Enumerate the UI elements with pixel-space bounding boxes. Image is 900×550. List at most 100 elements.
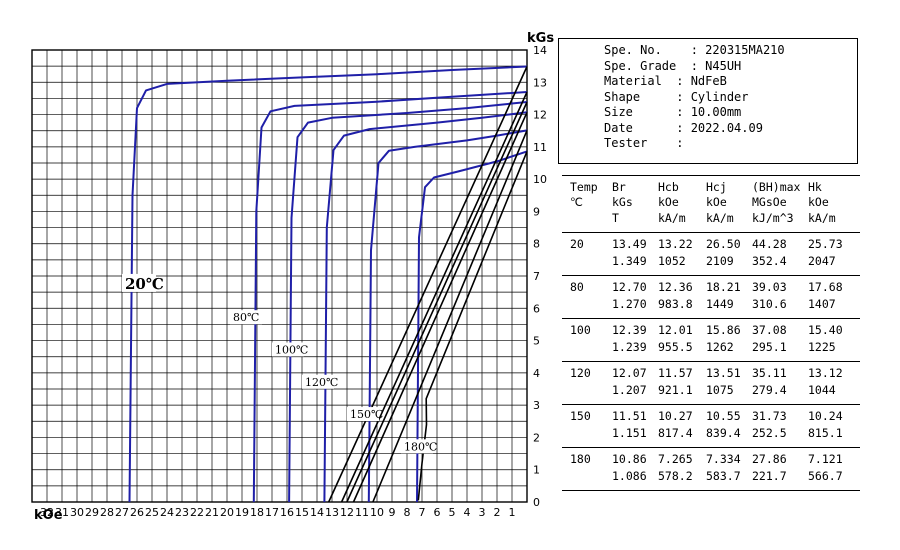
y-tick-label: 13 [533, 76, 547, 89]
temp-label: 150℃ [350, 408, 383, 421]
demagnetization-chart: 32 31 30 29 28 27 26 25 24 23 22 21 20 19 18 17 16 15 14 13… [31, 31, 554, 523]
cell-value: 15.40 [808, 323, 843, 337]
temp-label-bg [302, 374, 334, 389]
specimen-info-row: Tester : [604, 136, 684, 150]
cell-value-si: 1262 [706, 340, 734, 354]
x-tick-label: 16 [280, 506, 294, 519]
x-tick-label: 29 [85, 506, 99, 519]
column-unit: MGsOe [752, 195, 787, 209]
cell-value: 13.12 [808, 366, 843, 380]
y-tick-label: 11 [533, 141, 547, 154]
x-tick-label: 27 [115, 506, 129, 519]
row-temp: 180 [570, 452, 591, 466]
x-tick-label: 21 [205, 506, 219, 519]
x-tick-label: 14 [310, 506, 324, 519]
x-tick-label: 25 [145, 506, 159, 519]
specimen-info-box: Spe. No. : 220315MA210 Spe. Grade : N45UH… [558, 38, 858, 164]
cell-value-si: 1.349 [612, 254, 647, 268]
jh-curve [128, 65, 528, 503]
cell-value: 35.11 [752, 366, 787, 380]
cell-value-si: 839.4 [706, 426, 741, 440]
cell-value: 12.07 [612, 366, 647, 380]
bh-curve [372, 130, 528, 503]
specimen-info-row: Shape : Cylinder [604, 89, 749, 104]
column-header: Hk [808, 180, 822, 194]
cell-value: 7.121 [808, 452, 843, 466]
column-header: Hcb [658, 180, 679, 194]
cell-value: 7.334 [706, 452, 741, 466]
cell-value-si: 1449 [706, 297, 734, 311]
cell-value: 15.86 [706, 323, 741, 337]
cell-value-si: 578.2 [658, 469, 693, 483]
x-tick-label: 4 [464, 506, 471, 519]
y-tick-label: 2 [533, 431, 540, 444]
temp-label-bg [230, 310, 262, 325]
cell-value-si: 566.7 [808, 469, 843, 483]
y-tick-label: 4 [533, 367, 540, 380]
x-tick-label: 10 [370, 506, 384, 519]
x-tick-label: 9 [389, 506, 396, 519]
cell-value: 10.27 [658, 409, 693, 423]
temp-label: 80℃ [233, 311, 259, 324]
cell-value-si: 252.5 [752, 426, 787, 440]
temp-label-bg [401, 439, 433, 454]
table-rule [562, 361, 860, 362]
cell-value-si: 310.6 [752, 297, 787, 311]
plot-frame [31, 49, 528, 503]
cell-value: 10.24 [808, 409, 843, 423]
bh-curve [352, 111, 528, 503]
cell-value-si: 2047 [808, 254, 836, 268]
column-header: (BH)max [752, 180, 801, 194]
cell-value-si: 1.239 [612, 340, 647, 354]
y-tick-label: 1 [533, 464, 540, 477]
y-tick-label: 12 [533, 109, 547, 122]
table-rule [562, 275, 860, 276]
cell-value: 12.01 [658, 323, 693, 337]
table-rule [562, 404, 860, 405]
specimen-info-row: Size : 10.00mm [604, 105, 742, 119]
cell-value-si: 279.4 [752, 383, 787, 397]
jh-curve [323, 111, 528, 503]
x-tick-label: 15 [295, 506, 309, 519]
x-tick-label: 24 [160, 506, 174, 519]
column-unit-si: kA/m [706, 211, 734, 225]
y-tick-label: 7 [533, 270, 540, 283]
jh-curve [367, 129, 528, 503]
x-tick-label: 28 [100, 506, 114, 519]
y-tick-label: 3 [533, 399, 540, 412]
cell-value: 11.57 [658, 366, 693, 380]
jh-curve [252, 91, 528, 503]
row-temp: 80 [570, 280, 584, 294]
column-unit: kGs [612, 195, 633, 209]
table-rule [562, 447, 860, 448]
x-tick-label: 20 [220, 506, 234, 519]
cell-value: 18.21 [706, 280, 741, 294]
specimen-info-row: Spe. Grade : N45UH [604, 58, 742, 73]
cell-value-si: 1044 [808, 383, 836, 397]
row-temp: 150 [570, 409, 591, 423]
x-tick-label: 2 [494, 506, 501, 519]
cell-value: 13.49 [612, 237, 647, 251]
temp-label-bg [347, 407, 379, 422]
y-tick-label: 10 [533, 173, 547, 186]
bh-curve [417, 151, 528, 501]
cell-value-si: 921.1 [658, 383, 693, 397]
temp-label: 120℃ [305, 376, 338, 389]
cell-value-si: 1.086 [612, 469, 647, 483]
specimen-info-row: Material : NdFeB [604, 74, 727, 88]
column-header: Hcj [706, 180, 727, 194]
cell-value: 10.55 [706, 409, 741, 423]
cell-value-si: 295.1 [752, 340, 787, 354]
column-unit-si: kA/m [808, 211, 836, 225]
cell-value: 31.73 [752, 409, 787, 423]
x-tick-label: 7 [419, 506, 426, 519]
column-header: Temp [570, 180, 598, 194]
temp-label-bg [122, 273, 156, 292]
x-tick-label: 30 [70, 506, 84, 519]
x-tick-label: 11 [355, 506, 369, 519]
y-tick-label: 14 [533, 44, 547, 57]
table-rule [562, 232, 860, 233]
cell-value: 13.22 [658, 237, 693, 251]
x-tick-label: 32 [40, 506, 54, 519]
x-tick-label: 22 [190, 506, 204, 519]
